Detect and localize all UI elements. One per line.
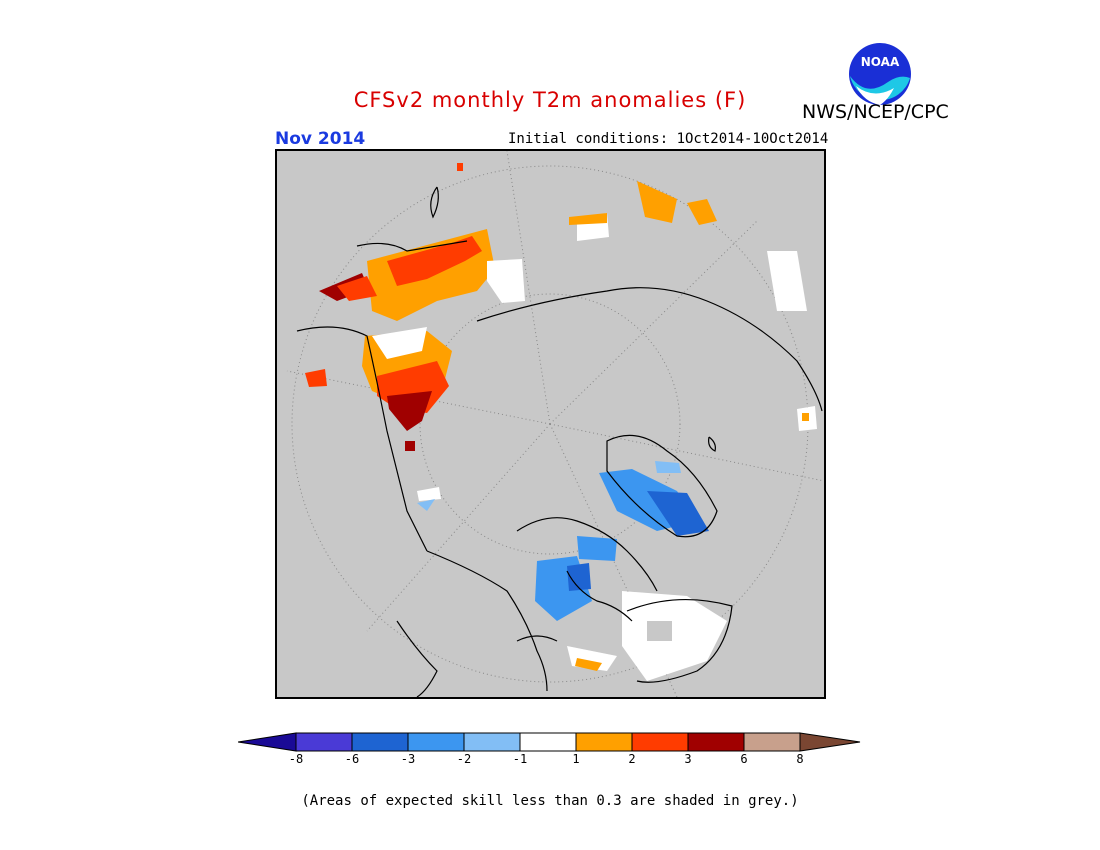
- eurasia-warm-anomalies: [305, 163, 717, 451]
- forecast-period: Nov 2014: [275, 129, 366, 149]
- colorbar-tick: 6: [740, 752, 748, 766]
- noaa-logo-text: NOAA: [861, 55, 900, 69]
- colorbar-6-8: [743, 732, 801, 752]
- colorbar-neg3-neg2: [407, 732, 465, 752]
- colorbar-tick: 2: [628, 752, 636, 766]
- page-title: CFSv2 monthly T2m anomalies (F): [353, 88, 747, 112]
- colorbar-tick: -8: [288, 752, 304, 766]
- colorbar-neg8-neg6: [295, 732, 353, 752]
- colorbar-tick: -1: [512, 752, 528, 766]
- colorbar-tick: -2: [456, 752, 472, 766]
- colorbar-gt-8: [799, 732, 861, 752]
- polar-map: [275, 149, 826, 699]
- noaa-logo: NOAA: [848, 42, 912, 106]
- colorbar-2-3: [631, 732, 689, 752]
- coastlines: [296, 186, 823, 697]
- colorbar-tick: -3: [400, 752, 416, 766]
- colorbar-neg6-neg3: [351, 732, 409, 752]
- colorbar-tick: 1: [572, 752, 580, 766]
- initial-conditions: Initial conditions: 1Oct2014-10Oct2014: [508, 131, 829, 147]
- north-america-cool-anomalies: [417, 251, 817, 681]
- colorbar-neg1-1: [519, 732, 577, 752]
- colorbar-lt-neg8: [237, 732, 297, 752]
- colorbar-tick: 3: [684, 752, 692, 766]
- colorbar: [237, 732, 862, 752]
- colorbar-neg2-neg1: [463, 732, 521, 752]
- colorbar-1-2: [575, 732, 633, 752]
- footnote: (Areas of expected skill less than 0.3 a…: [301, 793, 799, 809]
- polar-map-svg: [286, 151, 824, 697]
- colorbar-3-6: [687, 732, 745, 752]
- agency-label: NWS/NCEP/CPC: [802, 101, 949, 123]
- colorbar-ticks: -8 -6 -3 -2 -1 1 2 3 6 8: [0, 752, 1100, 768]
- colorbar-tick: 8: [796, 752, 804, 766]
- colorbar-tick: -6: [344, 752, 360, 766]
